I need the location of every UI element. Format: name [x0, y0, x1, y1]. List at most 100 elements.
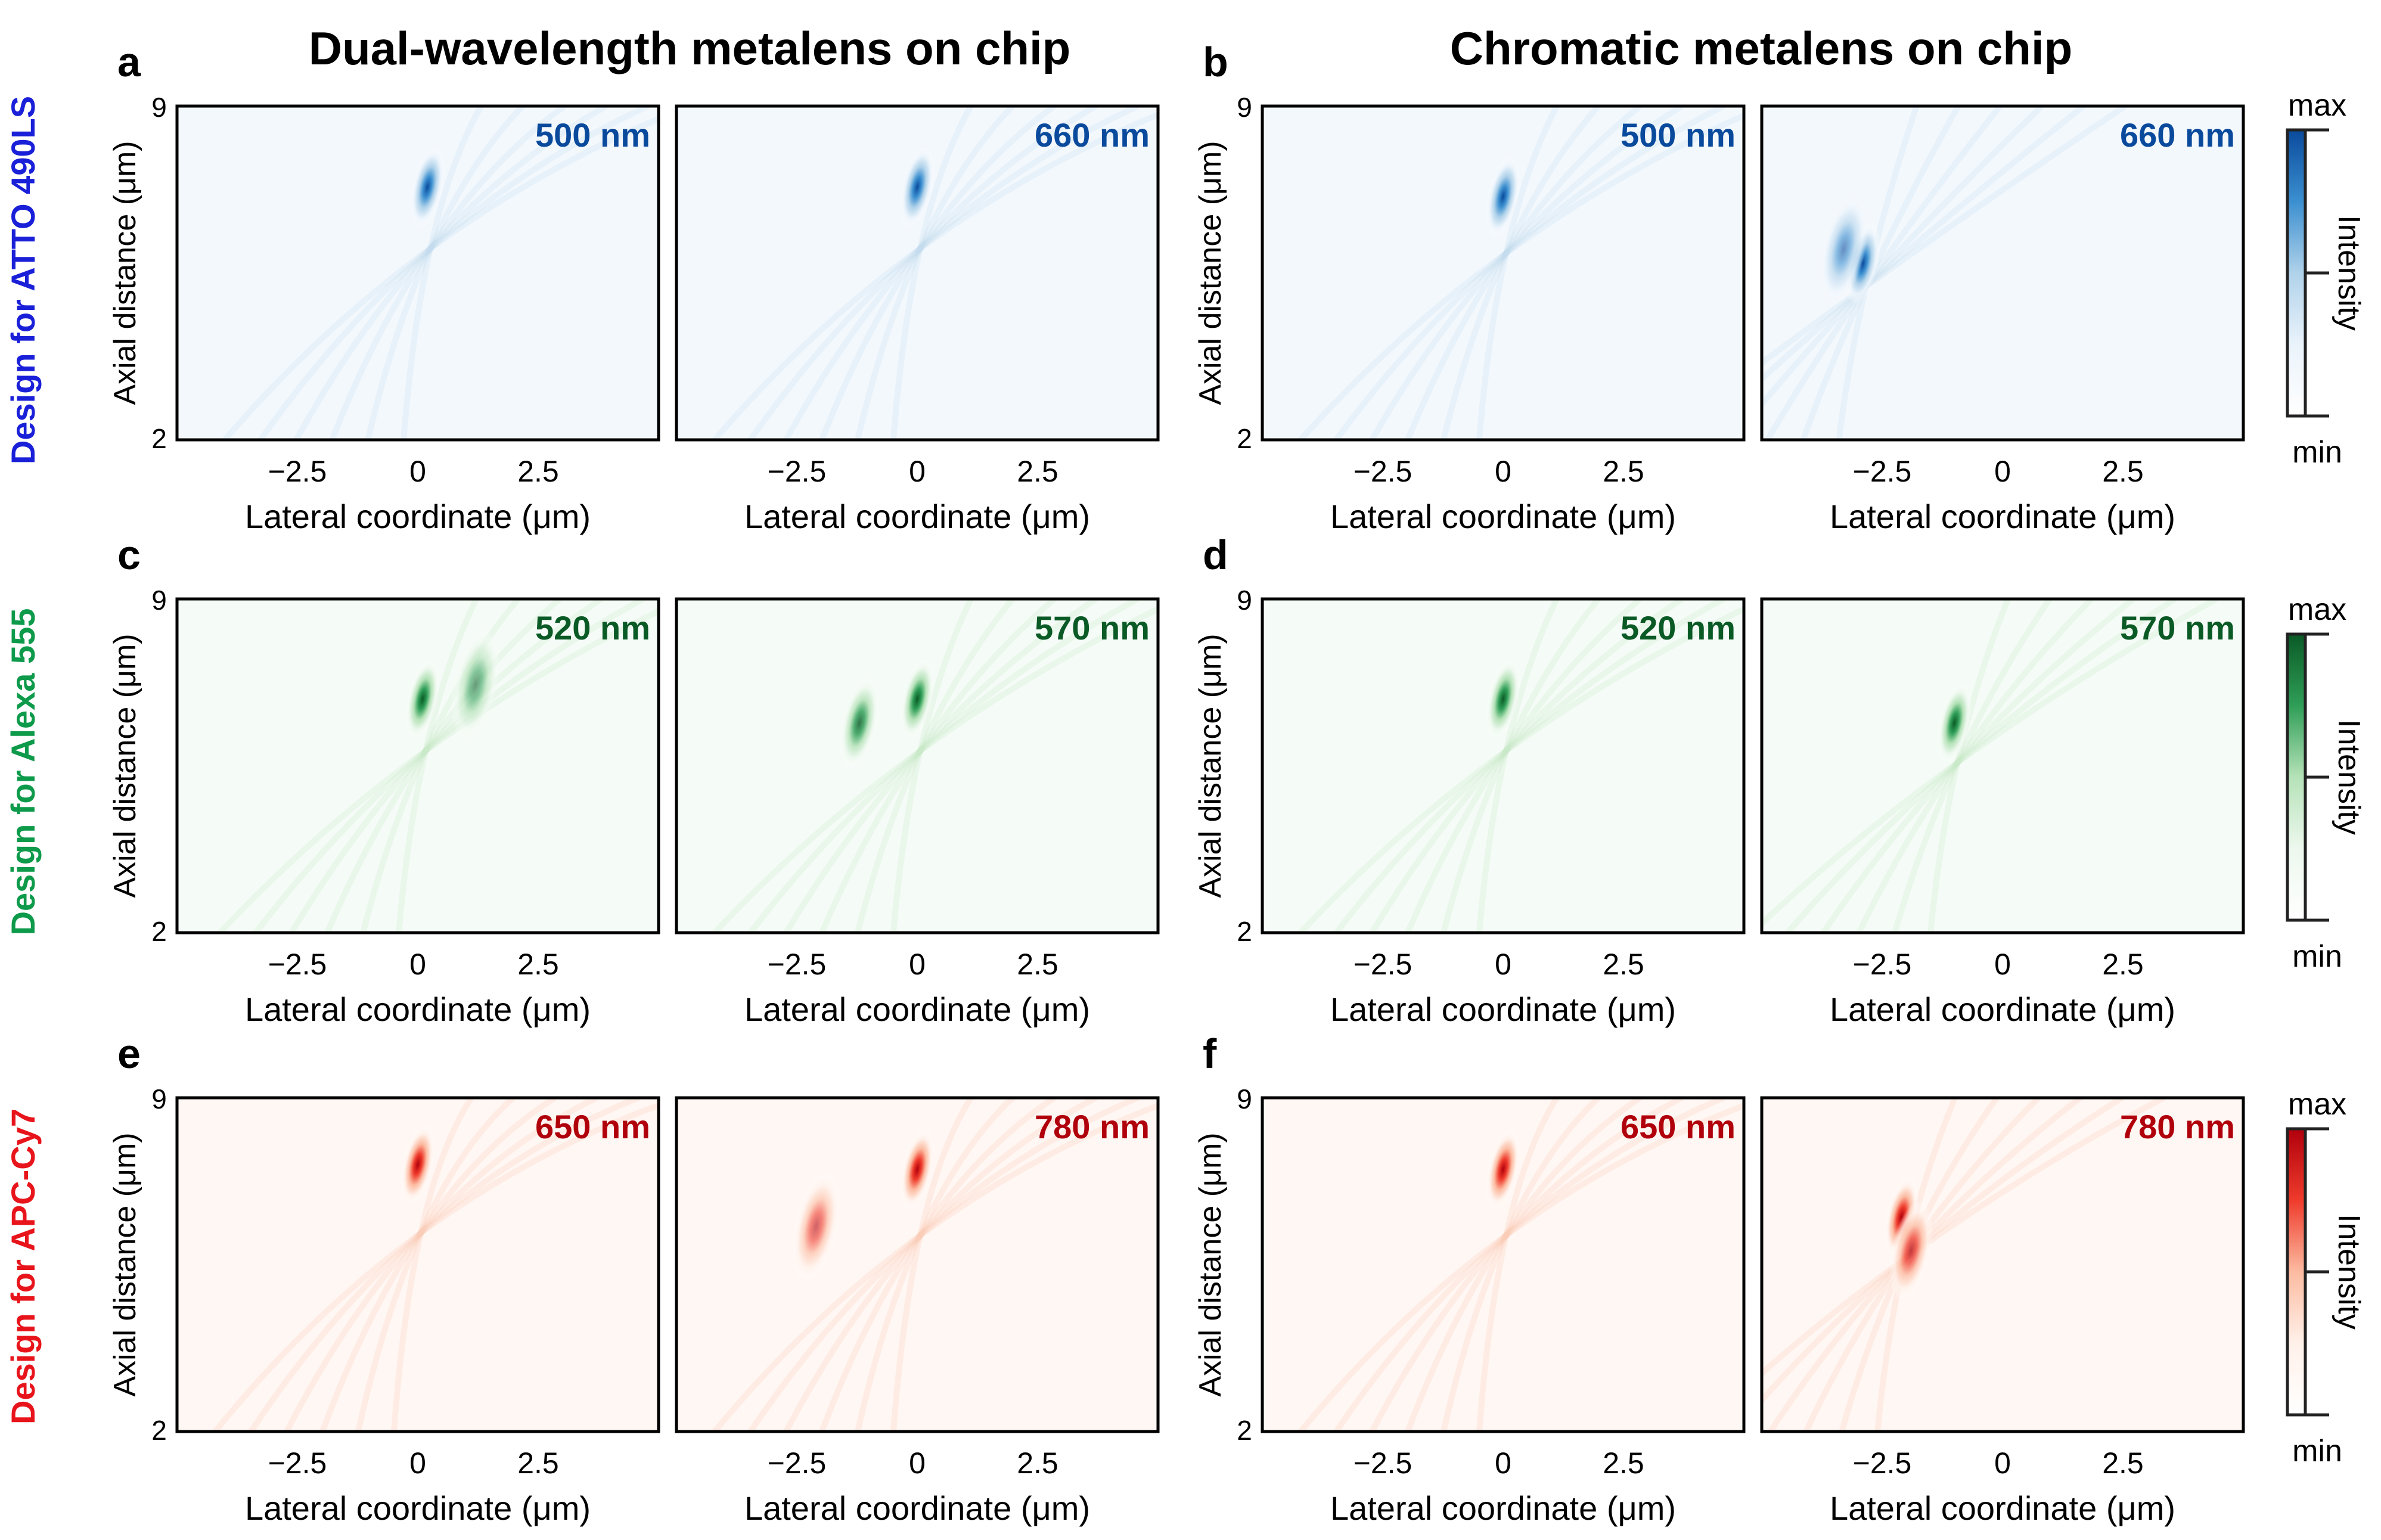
- x-tick-label: 0: [909, 1446, 926, 1480]
- wavelength-label: 780 nm: [2120, 1108, 2235, 1145]
- x-tick-label: 0: [1994, 1446, 2011, 1480]
- x-axis-label: Lateral coordinate (μm): [1330, 991, 1676, 1028]
- fringe: [355, 1098, 516, 1432]
- x-tick-label: −2.5: [268, 948, 327, 981]
- x-tick-label: 0: [909, 948, 926, 981]
- x-tick-label: −2.5: [1354, 948, 1413, 981]
- focal-spot: [409, 146, 445, 228]
- focal-spot: [1936, 682, 1972, 764]
- y-axis-label: Axial distance (μm): [108, 634, 142, 898]
- focal-spot: [791, 1171, 841, 1282]
- colorbar-red: max min Intensity: [2286, 1087, 2366, 1468]
- fringe: [1405, 599, 1643, 933]
- x-tick-label: 2.5: [1017, 455, 1058, 488]
- wavelength-label: 520 nm: [1621, 609, 1736, 647]
- x-axis-label: Lateral coordinate (μm): [1830, 498, 2175, 535]
- panel-letter-b: b: [1203, 39, 1228, 85]
- fringe: [1333, 1098, 1725, 1432]
- focal-spot: [899, 146, 935, 228]
- x-tick-label: −2.5: [268, 455, 327, 488]
- colorbar-min-label: min: [2292, 939, 2342, 974]
- y-axis-label: Axial distance (μm): [1193, 634, 1228, 898]
- plot-frame: [675, 597, 1160, 934]
- fringe: [324, 599, 562, 933]
- panel-c: c Axial distance (μm) 9 2 520 nm −2.5 0 2.5 Late…: [108, 532, 1160, 1028]
- wavelength-label: 660 nm: [1035, 116, 1150, 154]
- fringe: [1785, 599, 2177, 933]
- x-tick-label: −2.5: [768, 455, 827, 488]
- fringe: [1476, 599, 1560, 933]
- plot-frame: [175, 597, 660, 934]
- panel-e: e Axial distance (μm) 9 2 650 nm −2.5 0 2.5 Late…: [108, 1030, 1160, 1527]
- x-tick-label: −2.5: [268, 1446, 327, 1480]
- fringe: [890, 106, 974, 440]
- colorbar-max-label: max: [2288, 1087, 2346, 1122]
- plot-frame: [675, 1096, 1160, 1433]
- x-tick-label: 2.5: [1017, 1446, 1058, 1480]
- x-axis-label: Lateral coordinate (μm): [1830, 1489, 2175, 1527]
- fringe: [365, 106, 525, 440]
- fringe: [1821, 599, 2135, 933]
- x-axis-label: Lateral coordinate (μm): [245, 1489, 591, 1527]
- plot-frame: [1261, 1096, 1746, 1433]
- focal-spot: [1819, 194, 1868, 305]
- x-axis-label: Lateral coordinate (μm): [245, 991, 591, 1028]
- fringe: [1762, 599, 2218, 928]
- plot-frame: [1760, 1096, 2245, 1433]
- x-axis-label: Lateral coordinate (μm): [1330, 1489, 1676, 1527]
- wavelength-label: 500 nm: [1621, 116, 1736, 154]
- fringe: [890, 1098, 974, 1432]
- column-title-1: Dual-wavelength metalens on chip: [309, 22, 1071, 74]
- focal-spot: [899, 1128, 935, 1210]
- x-tick-label: 2.5: [517, 455, 559, 488]
- x-axis-label: Lateral coordinate (μm): [1830, 991, 2175, 1028]
- row-label-3: Design for APC-Cy7: [4, 1109, 42, 1424]
- fringe: [1927, 599, 2011, 933]
- focal-spot: [400, 1123, 436, 1206]
- y-tick-label: 9: [151, 1083, 167, 1114]
- wavelength-label: 660 nm: [2120, 116, 2235, 154]
- fringe: [222, 115, 659, 440]
- y-tick-label: 2: [1237, 1415, 1252, 1446]
- y-tick-label: 2: [1237, 423, 1252, 454]
- x-tick-label: −2.5: [1354, 1446, 1413, 1480]
- x-axis-label: Lateral coordinate (μm): [1330, 498, 1676, 535]
- colorbar-max-label: max: [2288, 592, 2346, 627]
- x-tick-label: −2.5: [1853, 948, 1912, 981]
- fringe: [783, 106, 1098, 440]
- y-tick-label: 2: [151, 423, 167, 454]
- panel-letter-a: a: [117, 39, 141, 85]
- x-tick-label: −2.5: [768, 1446, 827, 1480]
- x-tick-label: 0: [909, 455, 926, 488]
- fringe: [855, 1098, 1015, 1432]
- panel-f: f Axial distance (μm) 9 2 650 nm −2.5 0 2.5 Late…: [1193, 1030, 2245, 1527]
- x-tick-label: 2.5: [1603, 948, 1644, 981]
- plot-background: [1262, 599, 1744, 933]
- x-tick-label: 0: [409, 1446, 426, 1480]
- y-tick-label: 2: [1237, 916, 1252, 947]
- fringe: [1298, 1102, 1744, 1432]
- fringe: [288, 599, 603, 933]
- fringe: [1892, 599, 2053, 933]
- fringe: [1441, 599, 1601, 933]
- panel-b: b Axial distance (μm) 9 2 500 nm −2.5 0 2.5 Late…: [1193, 39, 2245, 535]
- plot-frame: [1261, 597, 1746, 934]
- subplot-f-2: 780 nm −2.5 0 2.5 Lateral coordinate (μm): [1760, 1096, 2245, 1527]
- subplot-a-2: 660 nm −2.5 0 2.5 Lateral coordinate (μm): [675, 104, 1160, 535]
- colorbar-gradient: [2286, 1127, 2307, 1417]
- fringe: [213, 1102, 659, 1432]
- focal-spot: [1485, 658, 1521, 740]
- panel-d: d Axial distance (μm) 9 2 520 nm −2.5 0 2.5 Late…: [1193, 532, 2245, 1028]
- fringe: [1298, 606, 1744, 933]
- fringe: [783, 1098, 1098, 1432]
- colorbar-max-label: max: [2288, 88, 2346, 123]
- panel-a: a Axial distance (μm) 9 2 500 nm −2.5 0 2.5 Late…: [108, 39, 1160, 535]
- fringe: [284, 1098, 598, 1432]
- x-axis-label: Lateral coordinate (μm): [744, 1489, 1090, 1527]
- fringe: [712, 606, 1158, 933]
- fringe: [1856, 599, 2094, 933]
- subplot-c-2: 570 nm −2.5 0 2.5 Lateral coordinate (μm): [675, 597, 1160, 1028]
- x-tick-label: 2.5: [2102, 455, 2144, 488]
- x-tick-label: 2.5: [1017, 948, 1058, 981]
- subplot-c-1: 520 nm −2.5 0 2.5 Lateral coordinate (μm): [175, 597, 660, 1028]
